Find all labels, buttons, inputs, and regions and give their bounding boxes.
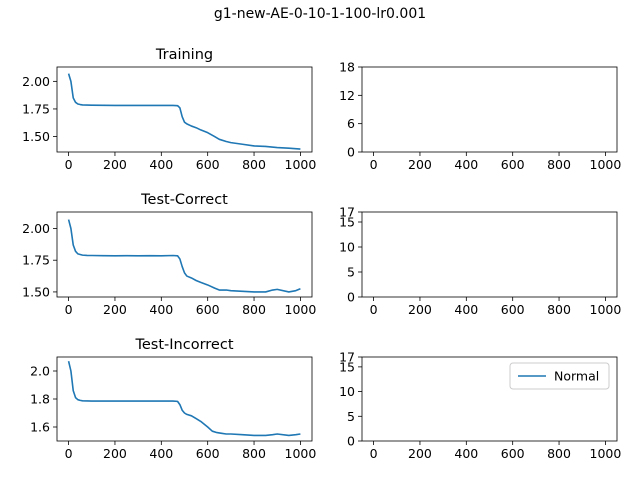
x-tick-label: 600 <box>501 446 525 461</box>
y-tick-label: 18 <box>339 60 355 75</box>
y-tick-label: 1.50 <box>22 129 50 144</box>
x-tick-label: 600 <box>196 157 220 172</box>
x-tick-label: 400 <box>149 157 173 172</box>
x-tick-label: 200 <box>103 157 127 172</box>
series-line <box>67 219 301 293</box>
subplot-training: Training 0 200 400 600 800 1000 1.50 1.75 2.00 <box>22 47 316 172</box>
y-tick-label: 2.00 <box>22 221 50 236</box>
subplot-title: Test-Correct <box>140 192 228 208</box>
y-tick-label: 0 <box>347 434 355 449</box>
subplot-training-count: 0 200 400 600 800 1000 0 6 12 18 <box>339 60 621 173</box>
y-tick-label: 12 <box>339 88 355 103</box>
legend-label: Normal <box>554 369 599 384</box>
x-tick-label: 600 <box>501 302 525 317</box>
series-line <box>67 361 301 437</box>
x-tick-label: 0 <box>65 157 73 172</box>
axes-frame <box>56 211 313 298</box>
x-tick-label: 1000 <box>285 302 317 317</box>
x-tick-label: 600 <box>196 446 220 461</box>
y-tick-label: 1.75 <box>22 253 50 268</box>
subplot-title: Test-Incorrect <box>134 337 233 353</box>
x-tick-label: 800 <box>242 446 266 461</box>
y-tick-label: 2.0 <box>30 364 50 379</box>
y-tick-label: 1.50 <box>22 284 50 299</box>
y-tick-label: 0 <box>347 290 355 305</box>
x-tick-label: 800 <box>547 302 571 317</box>
x-tick-label: 400 <box>454 446 478 461</box>
x-tick-label: 0 <box>370 446 378 461</box>
subplot-test-incorrect: Test-Incorrect 0 200 400 600 800 1000 1.6 1.8 2.0 <box>30 337 316 461</box>
y-tick-label: 10 <box>339 384 355 399</box>
x-tick-label: 400 <box>149 446 173 461</box>
y-tick-label: 0 <box>347 145 355 160</box>
x-tick-label: 200 <box>408 302 432 317</box>
y-tick-label: 1.75 <box>22 101 50 116</box>
axes-frame <box>361 356 618 442</box>
legend: Normal <box>509 362 610 390</box>
y-tick-label: 6 <box>347 116 355 131</box>
figure-title: g1-new-AE-0-10-1-100-lr0.001 <box>213 6 427 22</box>
x-tick-label: 800 <box>242 302 266 317</box>
x-tick-label: 1000 <box>590 302 622 317</box>
x-tick-label: 0 <box>370 302 378 317</box>
x-tick-label: 200 <box>103 446 127 461</box>
x-tick-label: 600 <box>196 302 220 317</box>
x-tick-label: 800 <box>547 157 571 172</box>
y-tick-label: 17 <box>339 205 355 220</box>
y-tick-label: 5 <box>347 265 355 280</box>
x-tick-label: 0 <box>370 157 378 172</box>
x-tick-label: 600 <box>501 157 525 172</box>
subplot-title: Training <box>155 47 213 63</box>
axes-frame <box>361 211 618 298</box>
x-tick-label: 400 <box>454 157 478 172</box>
x-tick-label: 1000 <box>590 157 622 172</box>
x-tick-label: 400 <box>454 302 478 317</box>
x-tick-label: 200 <box>408 157 432 172</box>
x-tick-label: 0 <box>65 446 73 461</box>
x-tick-label: 1000 <box>590 446 622 461</box>
x-tick-label: 400 <box>149 302 173 317</box>
y-tick-label: 15 <box>339 215 355 230</box>
y-tick-label: 17 <box>339 350 355 365</box>
x-tick-label: 1000 <box>285 157 317 172</box>
subplot-test-correct: Test-Correct 0 200 400 600 800 1000 1.50 1.75 2.0… <box>22 192 316 317</box>
y-tick-label: 5 <box>347 409 355 424</box>
y-tick-label: 15 <box>339 359 355 374</box>
series-line <box>67 73 301 150</box>
x-tick-label: 200 <box>103 302 127 317</box>
y-tick-label: 1.8 <box>30 392 50 407</box>
x-tick-label: 0 <box>65 302 73 317</box>
x-tick-label: 800 <box>547 446 571 461</box>
y-tick-label: 2.00 <box>22 74 50 89</box>
legend-box <box>509 362 610 390</box>
x-tick-label: 200 <box>408 446 432 461</box>
x-tick-label: 800 <box>242 157 266 172</box>
x-tick-label: 1000 <box>285 446 317 461</box>
y-tick-label: 10 <box>339 240 355 255</box>
y-tick-label: 1.6 <box>30 420 50 435</box>
axes-frame <box>56 66 313 153</box>
axes-frame <box>361 66 618 153</box>
axes-frame <box>56 356 313 442</box>
